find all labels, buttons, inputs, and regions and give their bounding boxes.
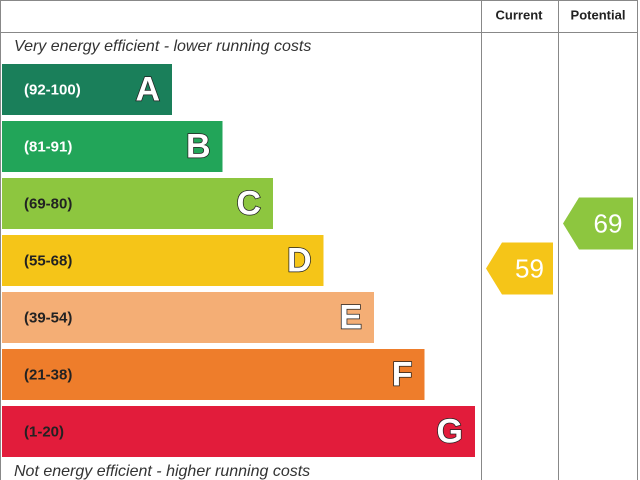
band-letter: F bbox=[392, 355, 413, 393]
current-value: 59 bbox=[515, 253, 544, 283]
band-letter: A bbox=[135, 70, 160, 108]
current-arrow bbox=[486, 242, 553, 295]
band-range: (92-100) bbox=[24, 81, 81, 98]
potential-arrow bbox=[563, 197, 633, 250]
band-bar bbox=[2, 121, 223, 172]
band-range: (39-54) bbox=[24, 309, 72, 326]
band-bar bbox=[2, 292, 374, 343]
band-letter: E bbox=[339, 298, 362, 336]
band-range: (21-38) bbox=[24, 366, 72, 383]
band-bar bbox=[2, 178, 273, 229]
band-letter: G bbox=[437, 412, 463, 450]
band-letter: B bbox=[186, 127, 211, 165]
current-header: Current bbox=[496, 7, 544, 22]
band-letter: C bbox=[236, 184, 261, 222]
band-bar bbox=[2, 406, 475, 457]
band-letter: D bbox=[287, 241, 312, 279]
band-range: (81-91) bbox=[24, 138, 72, 155]
band-range: (55-68) bbox=[24, 252, 72, 269]
top-note: Very energy efficient - lower running co… bbox=[14, 38, 311, 55]
band-bar bbox=[2, 64, 172, 115]
potential-value: 69 bbox=[594, 208, 623, 238]
band-bar bbox=[2, 235, 324, 286]
band-range: (1-20) bbox=[24, 423, 64, 440]
band-range: (69-80) bbox=[24, 195, 72, 212]
band-bar bbox=[2, 349, 425, 400]
bottom-note: Not energy efficient - higher running co… bbox=[14, 463, 310, 480]
potential-header: Potential bbox=[571, 7, 626, 22]
